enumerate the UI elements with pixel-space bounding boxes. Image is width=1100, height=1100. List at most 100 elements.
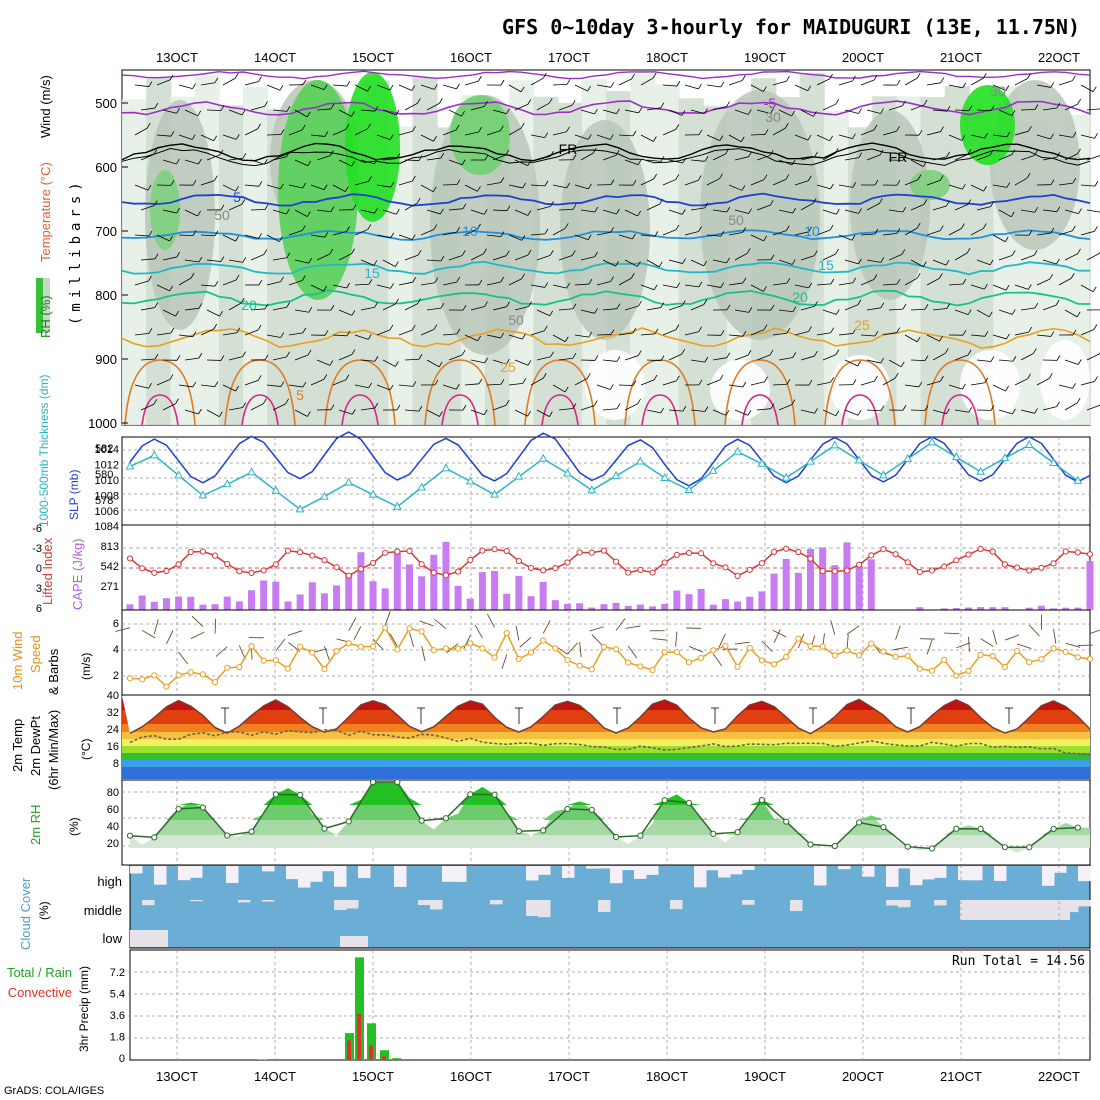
cape-bar [989, 607, 997, 610]
series-marker [491, 546, 498, 553]
wind-barb [134, 332, 149, 336]
wind-barb [288, 129, 303, 136]
temp-contour [121, 192, 1091, 207]
wind-barb [734, 209, 749, 214]
wind-barb-flag [1077, 248, 1081, 255]
wind-barb-flag [462, 304, 467, 311]
wind-barb-flag [610, 329, 615, 335]
wind-barb [354, 334, 369, 340]
wind-barb-flag [962, 278, 967, 285]
wind-barb [250, 106, 265, 111]
wind-barb [794, 284, 809, 289]
wind-barb-flag [220, 256, 225, 262]
wind-barb-flag [896, 278, 901, 285]
series-marker [224, 664, 231, 671]
contour-label: 10 [462, 223, 478, 239]
wind-tick: 2 [113, 670, 119, 682]
wind-barb [668, 259, 683, 264]
wind-barb-flag [484, 357, 489, 364]
date-label-top: 18OCT [646, 50, 688, 65]
wind-barb [888, 308, 903, 311]
wind-barb [360, 109, 375, 112]
wind-barb [134, 280, 149, 286]
wind-barb [816, 381, 831, 386]
wind-barb [838, 333, 853, 336]
cape-bar [527, 596, 535, 610]
wind-barb-flag [351, 111, 355, 117]
wind-barb-flag [411, 324, 416, 331]
series-marker [540, 827, 547, 834]
wind-barb-flag [697, 175, 702, 181]
wind-barb [734, 354, 749, 361]
wind-barb-flag [527, 249, 532, 256]
series-marker [734, 663, 741, 670]
wind-barb [426, 209, 441, 215]
wind-barbs-label: & Barbs [46, 648, 61, 695]
wind-barb-flag [1050, 133, 1054, 140]
wind-barb-flag [432, 186, 437, 193]
wind-barb [596, 384, 611, 390]
wind-barb-flag [257, 375, 262, 381]
wind-barb-flag [571, 100, 576, 106]
wind-barb-flag [214, 381, 219, 387]
wind-barb [332, 334, 347, 337]
chart-title: GFS 0~10day 3-hourly for MAIDUGURI (13E,… [502, 15, 1080, 39]
wind-barb [1058, 182, 1073, 186]
cape-bar [1062, 607, 1070, 610]
wind-barb [376, 234, 391, 239]
wind-barb-flag [1034, 408, 1038, 414]
wind-barb-flag [214, 280, 219, 287]
contour-label: 20 [241, 297, 257, 313]
wind-barb-flag [500, 231, 505, 237]
slp-tick: 1008 [95, 491, 119, 503]
wind-barb-flag [390, 232, 395, 239]
wind-barb-flag [241, 109, 246, 116]
wind-barb [294, 109, 308, 118]
series-marker [284, 547, 292, 554]
cape-bar [843, 542, 851, 610]
wind-barb-flag [264, 204, 269, 210]
cape-bar [126, 604, 134, 610]
wind-barb [222, 279, 237, 286]
series-marker [272, 561, 279, 568]
wind-barb-flag [858, 208, 862, 214]
wind-barb [206, 409, 220, 417]
wind-barb-flag [698, 83, 702, 90]
wind-barb [382, 359, 396, 367]
wind-barb [624, 259, 638, 267]
pressure-tick: 1000 [88, 416, 117, 431]
wind-barb [712, 153, 726, 161]
cloud-clear-high [586, 866, 599, 869]
cloud-clear-high [394, 866, 407, 887]
wind-barb-flag [433, 324, 438, 330]
wind-barb [866, 409, 882, 412]
wind-barb-flag [307, 211, 311, 217]
wind10-barb [652, 638, 668, 641]
wind-barb-flag [880, 257, 885, 263]
wind-barb-flag [329, 150, 334, 156]
wind-barb-flag [610, 179, 615, 185]
wind-barb-flag [616, 356, 621, 362]
wind-barb-flag [616, 403, 621, 409]
wind-barb [360, 407, 375, 411]
wind-barb-flag [505, 149, 510, 155]
wind-barb [904, 334, 918, 343]
series-marker [552, 564, 559, 572]
wind-barb [800, 202, 814, 211]
wind-barb [228, 407, 243, 411]
wind-barb-flag [587, 134, 592, 140]
wind-barb [492, 359, 507, 365]
temp-dome-inner [241, 394, 279, 426]
wind-barb-flag [792, 207, 796, 214]
series-marker [819, 567, 826, 575]
wind-barb-flag [902, 303, 907, 310]
wind-barb [184, 259, 199, 263]
wind-barb-flag [170, 131, 175, 137]
date-label-bottom: 15OCT [352, 1069, 394, 1084]
wind-barb-flag [946, 408, 950, 414]
series-marker [271, 485, 281, 494]
wind-barb-flag [346, 330, 351, 337]
wind-barb-flag [698, 129, 703, 135]
wind-barb [910, 159, 924, 167]
